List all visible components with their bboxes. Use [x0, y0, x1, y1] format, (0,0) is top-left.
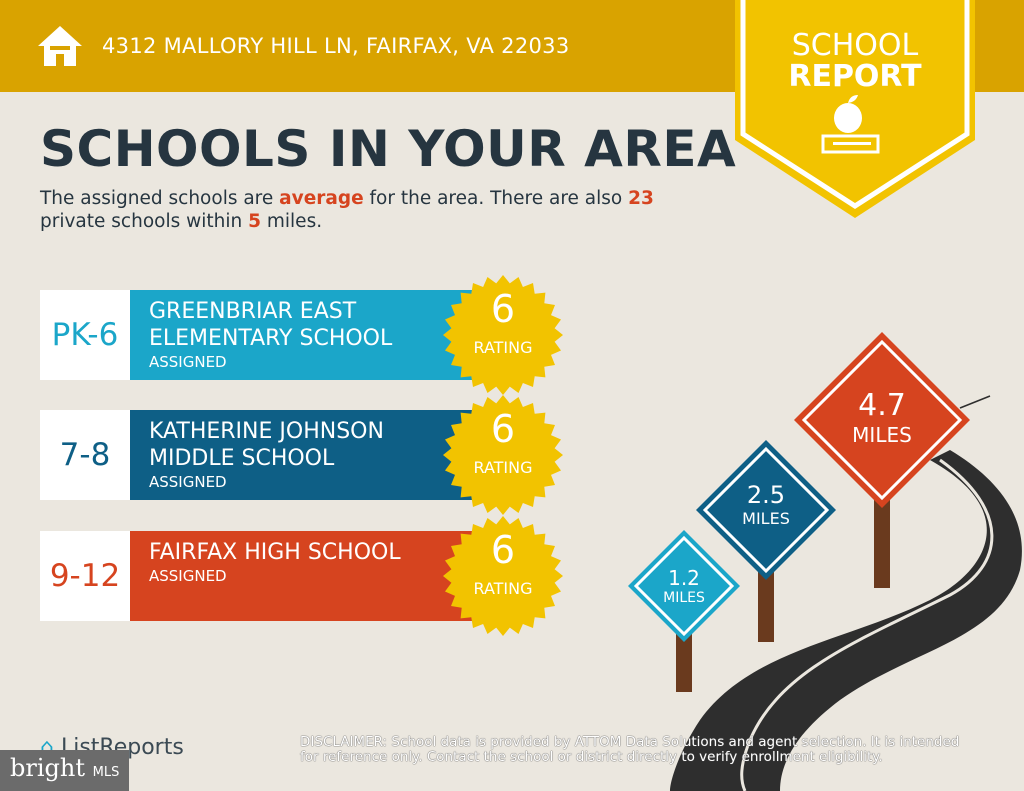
- radius-highlight: 5: [248, 211, 261, 232]
- summary-part: The assigned schools are: [40, 188, 280, 209]
- home-icon: [38, 26, 82, 66]
- summary-part: private schools within: [40, 211, 249, 232]
- grade-level: 9-12: [40, 531, 130, 621]
- bright-mls-watermark: bright MLS: [0, 750, 129, 791]
- page-title: SCHOOLS IN YOUR AREA: [40, 120, 737, 178]
- school-row: PK-6 GREENBRIAR EAST ELEMENTARY SCHOOL A…: [40, 290, 510, 380]
- school-name-line1: KATHERINE JOHNSON: [149, 419, 384, 444]
- starburst-icon: [443, 275, 563, 395]
- watermark-suffix: MLS: [92, 765, 120, 780]
- sign-label-1: 1.2 MILES: [654, 566, 714, 606]
- starburst-icon: [443, 395, 563, 515]
- starburst-icon: [443, 516, 563, 636]
- summary-part: for the area. There are also: [363, 188, 629, 209]
- sign-distance: 2.5: [746, 481, 786, 509]
- sign-unit: MILES: [663, 590, 705, 606]
- disclaimer: DISCLAIMER: School data is provided by A…: [300, 735, 980, 765]
- private-count: 23: [628, 188, 654, 209]
- school-name-line2: ELEMENTARY SCHOOL: [149, 326, 393, 351]
- sign-label-2: 2.5 MILES: [731, 481, 801, 528]
- school-row: 7-8 KATHERINE JOHNSON MIDDLE SCHOOL ASSI…: [40, 410, 510, 500]
- sign-2-5-miles: [696, 440, 836, 580]
- sign-label-3: 4.7 MILES: [837, 388, 927, 447]
- assignment-status: ASSIGNED: [149, 473, 227, 491]
- assignment-status: ASSIGNED: [149, 353, 227, 371]
- badge-line2: REPORT: [788, 59, 922, 94]
- sign-distance: 1.2: [668, 566, 700, 590]
- sign-1-2-miles: [628, 530, 740, 642]
- school-report-badge: [735, 0, 975, 218]
- assignment-status: ASSIGNED: [149, 567, 227, 585]
- sign-distance: 4.7: [858, 388, 906, 423]
- apple-on-book-icon: [821, 95, 880, 154]
- grade-level: PK-6: [40, 290, 130, 380]
- road-line: [740, 458, 994, 791]
- sign-unit: MILES: [852, 423, 912, 447]
- rating-label: RATING: [473, 579, 533, 598]
- rating-badge: 6 RATING: [443, 395, 563, 515]
- road: [670, 450, 1022, 791]
- summary-text: The assigned schools are average for the…: [40, 187, 740, 233]
- badge-line1: SCHOOL: [791, 28, 919, 63]
- watermark-brand: bright: [10, 754, 85, 782]
- school-name-line1: FAIRFAX HIGH SCHOOL: [149, 540, 401, 565]
- rating-badge: 6 RATING: [443, 275, 563, 395]
- property-address: 4312 MALLORY HILL LN, FAIRFAX, VA 22033: [102, 34, 570, 58]
- quality-highlight: average: [279, 188, 364, 209]
- disclaimer-text: School data is provided by ATTOM Data So…: [300, 734, 960, 765]
- rating-value: 6: [490, 287, 516, 331]
- school-name-line2: MIDDLE SCHOOL: [149, 446, 335, 471]
- disclaimer-label: DISCLAIMER:: [300, 734, 388, 750]
- distance-signs-illustration: [628, 332, 1022, 791]
- rating-badge: 6 RATING: [443, 516, 563, 636]
- rating-label: RATING: [473, 458, 533, 477]
- summary-part: miles.: [261, 211, 323, 232]
- sign-4-7-miles: [794, 332, 970, 508]
- rating-label: RATING: [473, 338, 533, 357]
- sign-unit: MILES: [742, 509, 790, 528]
- rating-value: 6: [490, 407, 516, 451]
- grade-level: 7-8: [40, 410, 130, 500]
- school-name-line1: GREENBRIAR EAST: [149, 299, 357, 324]
- rating-value: 6: [490, 528, 516, 572]
- school-row: 9-12 FAIRFAX HIGH SCHOOL ASSIGNED: [40, 531, 510, 621]
